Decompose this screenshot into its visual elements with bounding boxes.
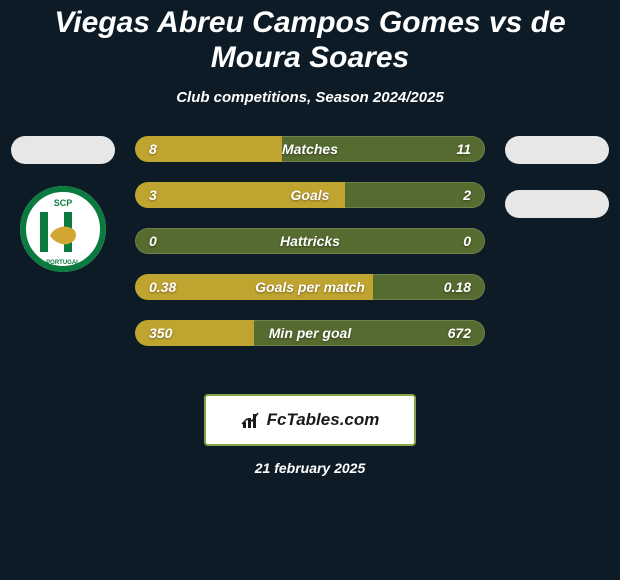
brand-text: FcTables.com [267,410,380,430]
left-player-badges: SCP PORTUGAL [8,136,118,272]
bar-value-left: 0.38 [149,274,176,300]
comparison-row: 0.380.18Goals per match [135,274,485,300]
page-subtitle: Club competitions, Season 2024/2025 [0,89,620,106]
bar-value-right: 0 [463,228,471,254]
brand-box[interactable]: FcTables.com [204,394,416,446]
svg-text:PORTUGAL: PORTUGAL [46,260,80,266]
left-oval-top [11,136,115,164]
comparison-bars: 811Matches32Goals00Hattricks0.380.18Goal… [135,136,485,366]
comparison-row: 350672Min per goal [135,320,485,346]
comparison-area: SCP PORTUGAL 811Matches32Goals00Hattrick… [0,136,620,376]
bar-label: Hattricks [135,228,485,254]
bar-fill [135,182,345,208]
page-date: 21 february 2025 [0,460,620,476]
bar-value-left: 0 [149,228,157,254]
crest-inner: SCP PORTUGAL [20,186,106,272]
svg-text:SCP: SCP [54,198,73,208]
bar-value-left: 3 [149,182,157,208]
bar-value-left: 8 [149,136,157,162]
comparison-row: 32Goals [135,182,485,208]
right-player-badges [502,136,612,218]
right-oval-bottom [505,190,609,218]
left-club-crest: SCP PORTUGAL [13,186,113,272]
comparison-row: 0 0Hattricks [135,228,485,254]
bar-value-right: 672 [448,320,471,346]
bars-chart-icon [241,410,261,430]
page-title: Viegas Abreu Campos Gomes vs de Moura So… [0,0,620,75]
bar-value-left: 350 [149,320,172,346]
bar-fill [135,136,282,162]
scp-crest-icon: SCP PORTUGAL [20,186,106,272]
comparison-row: 811Matches [135,136,485,162]
bar-value-right: 2 [463,182,471,208]
bar-value-right: 0.18 [444,274,471,300]
right-oval-top [505,136,609,164]
bar-value-right: 11 [456,136,471,162]
infographic-container: Viegas Abreu Campos Gomes vs de Moura So… [0,0,620,580]
